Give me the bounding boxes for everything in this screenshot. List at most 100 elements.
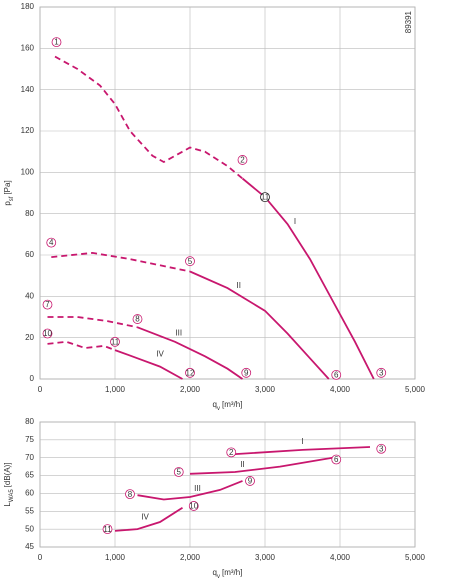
x-tick-label: 2,000 [180, 385, 201, 394]
y-tick-label: 160 [21, 43, 35, 52]
point-label: 2 [240, 156, 245, 165]
x-tick-label: 5,000 [405, 385, 426, 394]
curve-label: II [240, 460, 244, 469]
x-label-sub: v [217, 406, 220, 412]
x-tick-label: 0 [38, 553, 43, 562]
point-marker [188, 501, 199, 511]
point-marker [260, 192, 270, 203]
y-label-symbol: L [3, 502, 12, 507]
point-label: 4 [49, 238, 54, 247]
point-marker [102, 524, 113, 535]
point-marker [42, 299, 53, 310]
curve [114, 349, 183, 380]
y-tick-label: 50 [25, 524, 34, 533]
point-label: 11 [111, 337, 120, 346]
curve-label: III [175, 329, 182, 338]
x-axis-label: qv [m³/h] [213, 568, 243, 579]
y-tick-label: 55 [25, 506, 34, 515]
point-label: 9 [248, 477, 253, 486]
y-tick-label: 65 [25, 471, 34, 480]
point-label: 10 [43, 329, 52, 338]
y-tick-label: 80 [25, 417, 34, 426]
curve [234, 446, 371, 455]
x-tick-label: 4,000 [330, 385, 351, 394]
point-label: 11 [103, 525, 112, 534]
point-marker [237, 155, 248, 165]
y-axis-label: LWA5 [dB(A)] [3, 462, 14, 506]
y-label-sub: sf [9, 196, 15, 201]
curve [137, 326, 244, 380]
x-tick-label: 0 [38, 385, 43, 394]
y-tick-label: 45 [25, 542, 34, 551]
curve-label: IV [156, 349, 164, 358]
point-marker [376, 443, 387, 454]
point-label: 6 [334, 370, 339, 379]
point-label: 9 [244, 368, 249, 377]
point-label: 10 [189, 502, 198, 511]
y-tick-label: 100 [21, 167, 35, 176]
point-label: 5 [177, 468, 182, 477]
y-tick-label: 40 [25, 291, 34, 300]
point-label: 2 [229, 448, 234, 457]
x-tick-label: 4,000 [330, 553, 351, 562]
y-tick-label: 20 [25, 333, 34, 342]
y-label-unit: [Pa] [3, 180, 12, 194]
curve-label: IV [141, 512, 149, 521]
y-tick-label: 140 [21, 85, 35, 94]
curve [47, 316, 138, 329]
curve [114, 506, 183, 532]
point-marker [185, 256, 195, 267]
y-tick-label: 0 [30, 374, 35, 383]
point-label: 6 [334, 455, 339, 464]
y-label-symbol: p [3, 201, 12, 206]
x-tick-label: 3,000 [255, 553, 276, 562]
point-label: 3 [379, 444, 384, 453]
y-label-unit: [dB(A)] [3, 462, 12, 487]
curve [189, 456, 333, 475]
curve-label: I [294, 217, 296, 226]
point-label: 12 [186, 368, 195, 377]
point-label: 8 [128, 490, 133, 499]
point-marker [226, 447, 237, 458]
curve-label: I [301, 437, 303, 446]
curve [189, 270, 330, 380]
x-label-unit: [m³/h] [222, 568, 242, 577]
curve [51, 251, 191, 273]
point-marker [241, 367, 252, 378]
x-label-symbol: q [213, 568, 217, 577]
y-tick-label: 180 [21, 2, 35, 11]
point-label: 11 [261, 193, 270, 202]
y-tick-label: 120 [21, 126, 35, 135]
y-tick-label: 70 [25, 453, 34, 462]
figure-code: 89391 [404, 10, 413, 33]
point-marker [331, 369, 342, 380]
x-label-unit: [m³/h] [222, 400, 242, 409]
y-tick-label: 75 [25, 435, 34, 444]
x-tick-label: 1,000 [105, 385, 126, 394]
point-marker [173, 467, 184, 477]
y-tick-label: 60 [25, 250, 34, 259]
x-tick-label: 1,000 [105, 553, 126, 562]
point-marker [132, 314, 143, 324]
point-label: 8 [135, 315, 140, 324]
x-label-sub: v [217, 574, 220, 580]
curve-label: II [237, 281, 241, 290]
y-tick-label: 60 [25, 489, 34, 498]
point-marker [331, 454, 342, 465]
x-tick-label: 2,000 [180, 553, 201, 562]
y-tick-label: 80 [25, 209, 34, 218]
curve-label: III [194, 484, 201, 493]
point-label: 3 [379, 368, 384, 377]
point-marker [51, 37, 62, 48]
y-axis-label: psf [Pa] [3, 180, 14, 205]
point-label: 1 [54, 38, 59, 47]
x-tick-label: 5,000 [405, 553, 426, 562]
plot-area [39, 6, 416, 380]
point-marker [42, 328, 53, 339]
x-label-symbol: q [213, 400, 217, 409]
point-marker [125, 489, 135, 500]
curve [47, 340, 116, 351]
point-marker [376, 367, 387, 378]
